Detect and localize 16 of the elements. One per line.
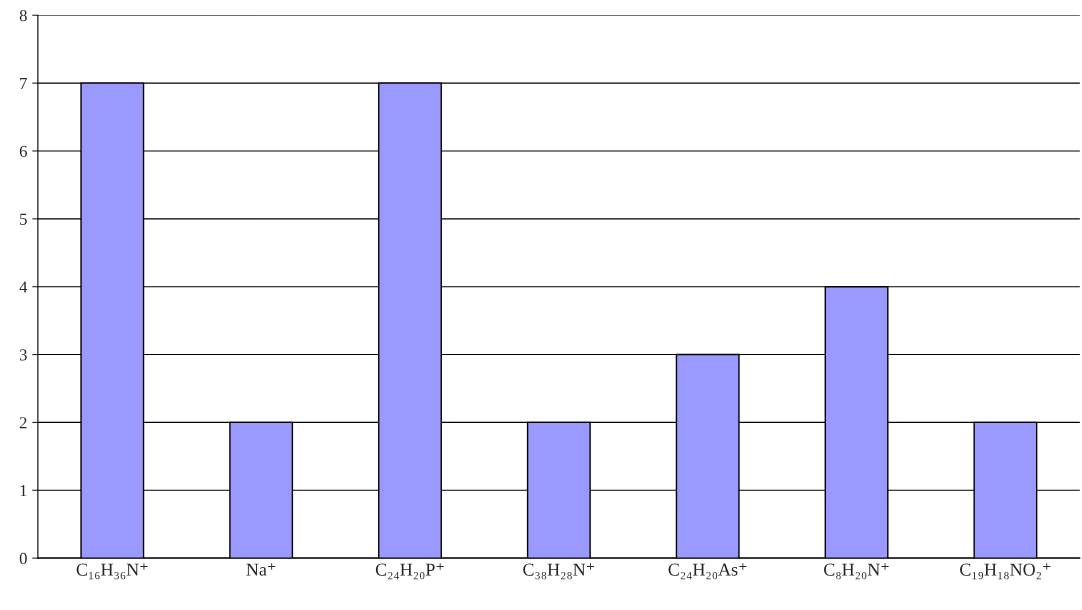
y-tick-label: 6 (19, 145, 27, 157)
y-tick-label: 7 (20, 77, 27, 89)
x-tick-label: Na⁺ (246, 563, 276, 576)
y-tick-label: 5 (20, 213, 27, 225)
x-tick-label: C₈H₂₀N⁺ (824, 563, 889, 580)
y-tick-label: 1 (20, 485, 27, 497)
y-tick-label: 8 (19, 9, 27, 22)
x-tick-label: C₂₄H₂₀As⁺ (668, 563, 747, 580)
y-tick-label: 3 (19, 349, 27, 361)
x-tick-label: C₂₄H₂₀P⁺ (375, 563, 444, 580)
y-tick-label: 4 (19, 281, 28, 293)
y-tick-label: 2 (19, 417, 27, 429)
y-tick-label: 0 (19, 552, 27, 565)
x-tick-label: C₁₉H₁₈NO₂⁺ (960, 563, 1051, 580)
x-tick-label: C₃₈H₂₈N⁺ (523, 563, 595, 580)
x-tick-label: C₁₆H₃₆N⁺ (76, 563, 148, 580)
